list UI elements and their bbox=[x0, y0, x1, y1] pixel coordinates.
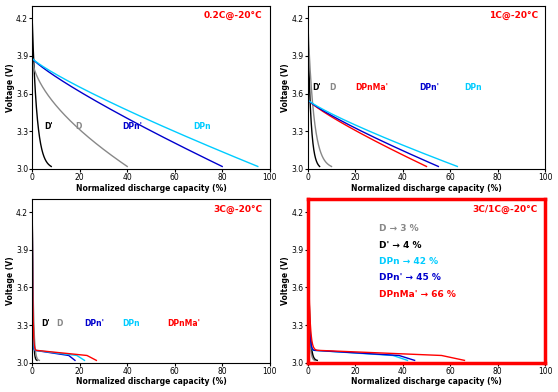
Text: DPn: DPn bbox=[464, 83, 482, 92]
Text: DPn: DPn bbox=[194, 122, 211, 131]
Text: D': D' bbox=[44, 122, 53, 131]
Text: DPn': DPn' bbox=[84, 319, 104, 328]
Text: DPn': DPn' bbox=[420, 83, 439, 92]
Text: 3C/1C@-20°C: 3C/1C@-20°C bbox=[473, 204, 538, 214]
X-axis label: Normalized discharge capacity (%): Normalized discharge capacity (%) bbox=[75, 377, 227, 387]
Text: D → 3 %: D → 3 % bbox=[379, 224, 418, 233]
Text: D': D' bbox=[312, 83, 321, 92]
X-axis label: Normalized discharge capacity (%): Normalized discharge capacity (%) bbox=[351, 377, 502, 387]
Text: 0.2C@-20°C: 0.2C@-20°C bbox=[204, 11, 263, 20]
Text: D: D bbox=[329, 83, 335, 92]
Text: DPn': DPn' bbox=[122, 122, 142, 131]
Y-axis label: Voltage (V): Voltage (V) bbox=[281, 257, 290, 305]
Text: D' → 4 %: D' → 4 % bbox=[379, 241, 421, 250]
Text: 3C@-20°C: 3C@-20°C bbox=[213, 204, 263, 214]
Text: DPn: DPn bbox=[122, 319, 140, 328]
Text: D': D' bbox=[42, 319, 50, 328]
Y-axis label: Voltage (V): Voltage (V) bbox=[6, 63, 15, 112]
Text: DPnMa': DPnMa' bbox=[167, 319, 200, 328]
X-axis label: Normalized discharge capacity (%): Normalized discharge capacity (%) bbox=[351, 183, 502, 192]
Text: 1C@-20°C: 1C@-20°C bbox=[489, 11, 538, 20]
Text: DPnMa' → 66 %: DPnMa' → 66 % bbox=[379, 290, 456, 299]
Text: DPn → 42 %: DPn → 42 % bbox=[379, 257, 438, 266]
Text: D: D bbox=[56, 319, 62, 328]
Text: D: D bbox=[75, 122, 81, 131]
Text: DPnMa': DPnMa' bbox=[355, 83, 388, 92]
Y-axis label: Voltage (V): Voltage (V) bbox=[6, 257, 15, 305]
X-axis label: Normalized discharge capacity (%): Normalized discharge capacity (%) bbox=[75, 183, 227, 192]
Text: DPn' → 45 %: DPn' → 45 % bbox=[379, 273, 441, 282]
Y-axis label: Voltage (V): Voltage (V) bbox=[281, 63, 290, 112]
